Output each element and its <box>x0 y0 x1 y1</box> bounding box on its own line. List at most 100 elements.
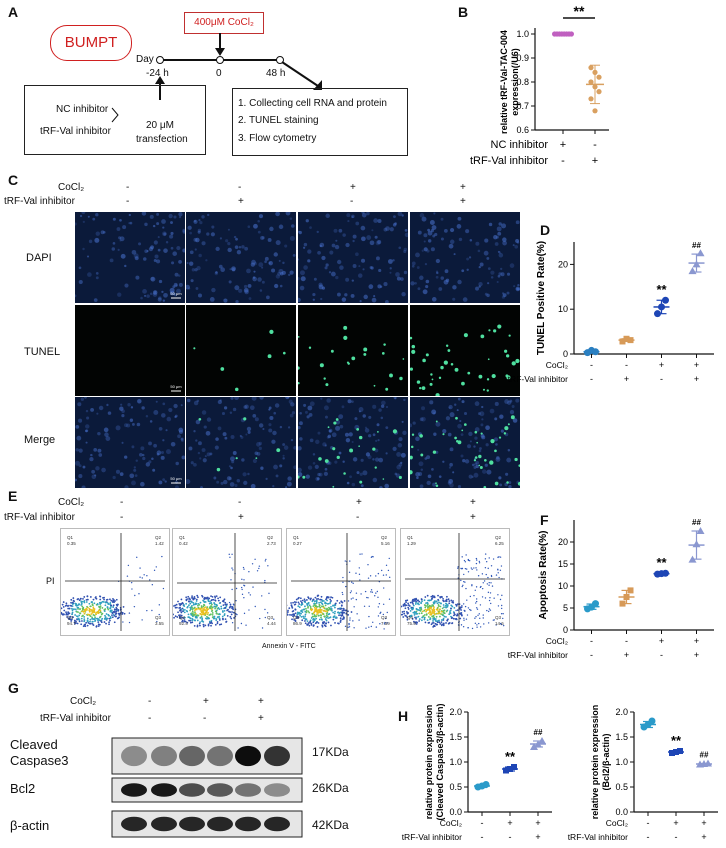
nucleus <box>427 474 432 479</box>
event <box>368 605 370 608</box>
event <box>463 573 465 576</box>
event <box>265 558 267 561</box>
event <box>208 614 211 616</box>
nucleus <box>303 265 308 270</box>
nucleus <box>173 215 177 219</box>
event <box>465 618 468 620</box>
g-cocl2-sign-2: + <box>203 696 209 707</box>
nucleus <box>273 464 278 470</box>
nucleus <box>420 468 424 471</box>
event <box>321 625 324 628</box>
event <box>105 613 108 615</box>
event <box>418 620 421 622</box>
event <box>88 602 91 605</box>
nucleus <box>77 402 82 407</box>
event <box>217 607 220 609</box>
event <box>335 616 338 619</box>
event <box>498 576 500 579</box>
event <box>98 623 101 626</box>
event <box>307 610 310 613</box>
panel-letter-b: B <box>458 4 469 20</box>
nucleus <box>134 474 138 477</box>
tunel-positive-cell <box>517 481 520 486</box>
nucleus <box>178 427 184 433</box>
nucleus <box>252 413 257 418</box>
event <box>484 553 487 555</box>
event <box>365 627 367 629</box>
nucleus <box>383 227 388 232</box>
nucleus <box>90 453 93 457</box>
step-3: 3. Flow cytometry <box>238 133 317 144</box>
nucleus <box>95 276 99 280</box>
event <box>475 600 478 603</box>
event <box>330 600 332 602</box>
event <box>416 599 419 602</box>
event <box>319 611 322 614</box>
event <box>202 623 205 626</box>
event <box>317 614 320 617</box>
event <box>97 625 100 627</box>
q4-label: Q4 <box>407 615 414 620</box>
event <box>455 609 457 612</box>
tunel-positive-cell <box>489 460 494 465</box>
nucleus <box>178 212 183 217</box>
event <box>497 572 499 574</box>
tunel-positive-cell <box>506 481 509 484</box>
event <box>355 598 358 601</box>
nucleus <box>424 262 428 266</box>
nucleus <box>275 274 281 279</box>
event <box>219 596 222 599</box>
nucleus <box>128 213 131 217</box>
nucleus <box>498 272 502 276</box>
event <box>463 559 466 562</box>
nucleus <box>328 429 332 433</box>
event <box>112 614 115 616</box>
event <box>448 622 451 624</box>
timepoint-minus24: -24 h <box>146 68 169 79</box>
nucleus <box>236 479 241 483</box>
event <box>100 613 103 616</box>
event <box>236 613 238 616</box>
condition-sign: - <box>625 360 628 370</box>
event <box>342 593 344 596</box>
nucleus <box>140 481 145 487</box>
event <box>117 608 120 611</box>
nucleus <box>287 476 292 481</box>
nucleus <box>378 268 382 273</box>
tunel-positive-cell <box>411 349 416 354</box>
q2-value: 5.16 <box>381 541 390 546</box>
event <box>75 610 78 613</box>
event <box>382 603 385 606</box>
nucleus <box>359 472 363 476</box>
event <box>83 601 86 604</box>
nucleus <box>162 439 165 442</box>
tunel-positive-cell <box>430 373 433 376</box>
event <box>329 598 332 601</box>
tunel-positive-cell <box>358 435 363 440</box>
nucleus <box>457 397 461 401</box>
event <box>112 604 115 607</box>
nucleus <box>176 288 181 294</box>
event <box>301 611 304 613</box>
nucleus <box>411 261 416 266</box>
event <box>339 608 342 610</box>
nucleus <box>286 481 292 487</box>
nucleus <box>484 292 488 296</box>
nucleus <box>120 403 123 406</box>
nucleus <box>162 231 167 237</box>
nucleus <box>281 270 286 275</box>
nucleus <box>442 429 447 434</box>
event <box>76 615 79 618</box>
nucleus <box>299 437 303 441</box>
nucleus <box>513 285 516 288</box>
nucleus <box>193 219 198 224</box>
tunel-positive-cell <box>356 427 360 431</box>
condition-sign: + <box>659 636 664 646</box>
nucleus <box>282 443 286 446</box>
event <box>325 619 328 622</box>
nucleus <box>178 282 183 287</box>
data-point <box>627 337 634 344</box>
event <box>455 618 457 621</box>
nucleus <box>500 272 505 277</box>
event <box>325 614 328 617</box>
